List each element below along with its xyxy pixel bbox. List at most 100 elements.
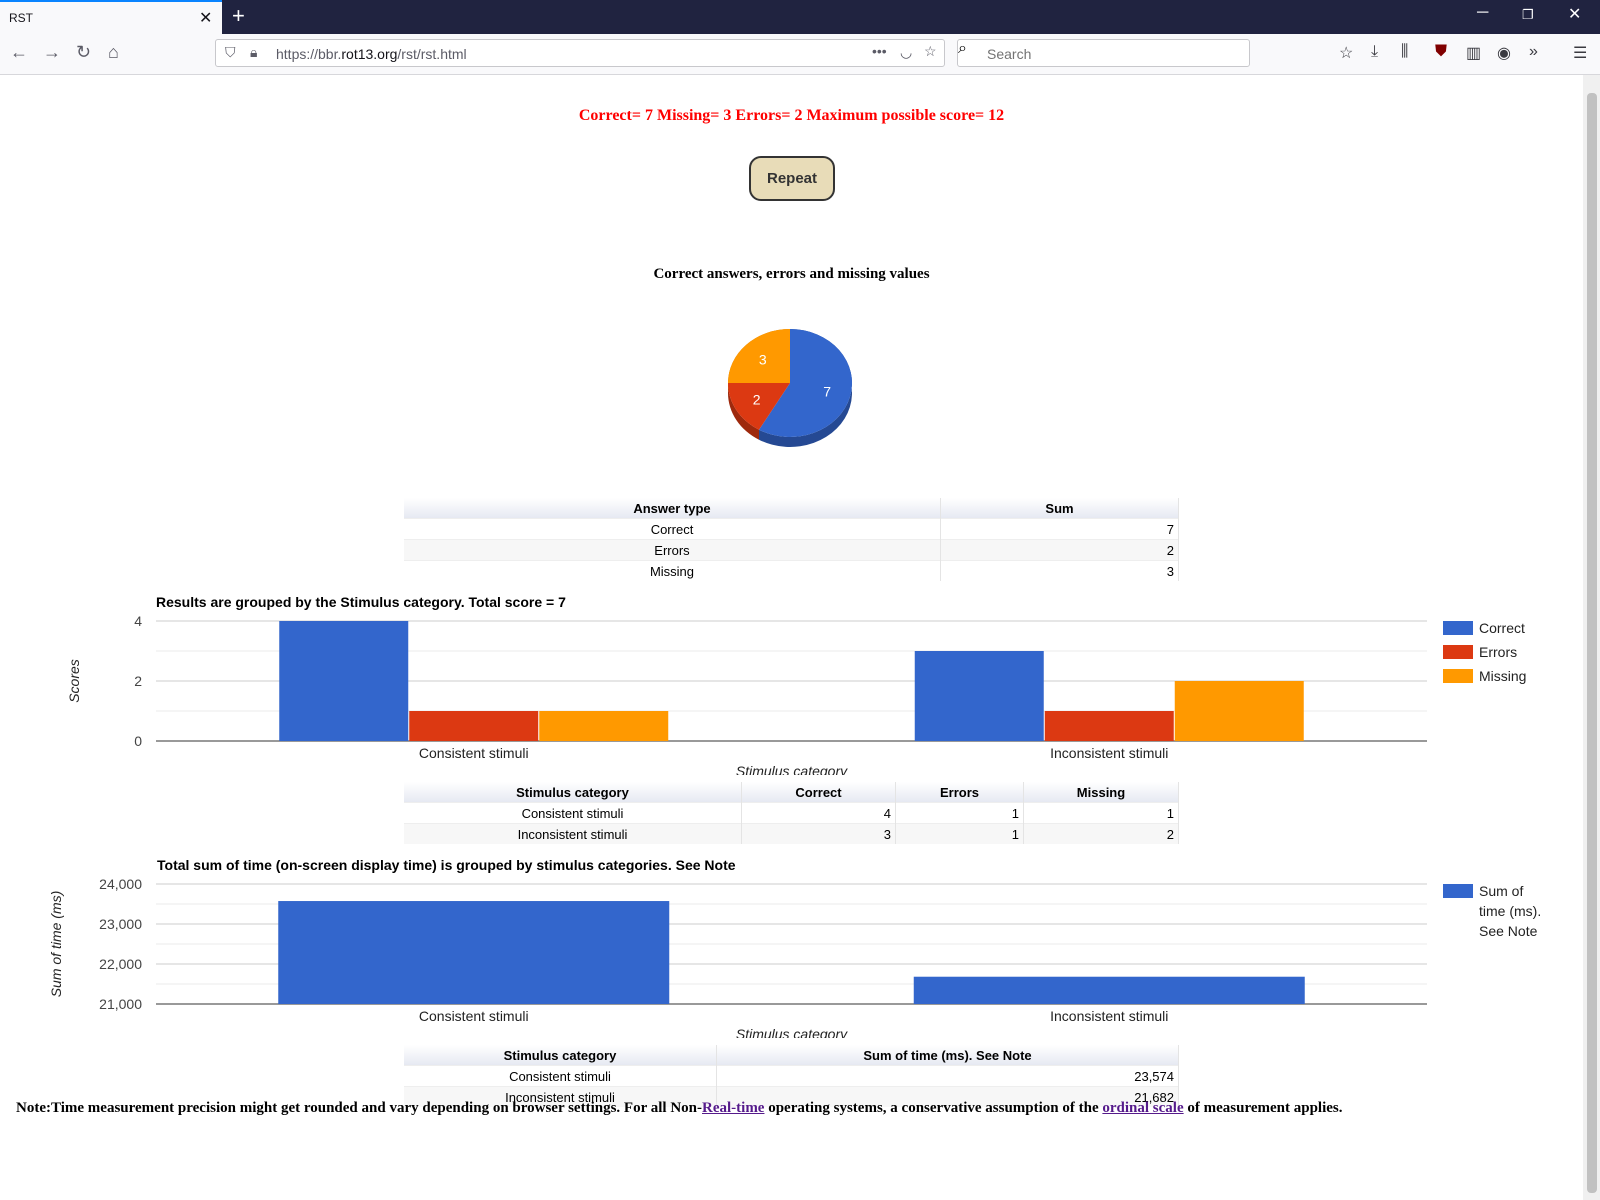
lock-icon[interactable]: 🔒︎ <box>250 44 258 60</box>
minimize-icon[interactable]: ─ <box>1477 4 1489 21</box>
bar-correct <box>279 621 409 741</box>
tab-close-icon[interactable]: ✕ <box>199 10 213 27</box>
search-input[interactable]: Search <box>987 46 1032 62</box>
tab-bar: RST ✕ + ─ ❐ ✕ <box>0 0 1600 34</box>
real-time-link[interactable]: Real-time <box>702 1100 765 1116</box>
pie-slice-label: 3 <box>759 351 767 367</box>
sum-cell: 7 <box>940 518 1179 540</box>
x-tick-label: Inconsistent stimuli <box>1050 1008 1168 1024</box>
col-header: Answer type <box>404 498 941 519</box>
table-row: Consistent stimuli 23,574 <box>404 1065 1179 1087</box>
note-text: operating systems, a conservative assump… <box>764 1100 1103 1116</box>
answer-type-cell: Missing <box>404 560 941 581</box>
table-row: Errors 2 <box>404 539 1179 561</box>
category-cell: Inconsistent stimuli <box>404 1086 717 1107</box>
back-icon[interactable]: ← <box>10 42 28 62</box>
y-tick-label: 0 <box>134 733 142 749</box>
legend-label: Missing <box>1479 668 1526 684</box>
sum-cell: 3 <box>940 560 1179 581</box>
col-header: Stimulus category <box>404 782 742 803</box>
new-tab-icon[interactable]: + <box>232 3 245 28</box>
answer-type-cell: Correct <box>404 518 941 540</box>
tab-rst[interactable]: RST ✕ <box>0 0 222 34</box>
stimulus-table: Stimulus category Correct Errors Missing… <box>404 782 1179 844</box>
category-cell: Consistent stimuli <box>404 802 742 824</box>
y-tick-label: 2 <box>134 673 142 689</box>
window-close-icon[interactable]: ✕ <box>1568 6 1582 23</box>
legend-swatch <box>1443 884 1473 898</box>
pie-slice-errors <box>728 383 790 430</box>
table-row: Inconsistent stimuli 21,682 <box>404 1086 1179 1107</box>
legend-swatch <box>1443 669 1473 683</box>
shield-icon[interactable]: ⛉ <box>225 44 236 60</box>
note-text: of measurement applies. <box>1183 1100 1343 1116</box>
col-header: Sum of time (ms). See Note <box>716 1045 1179 1066</box>
note-text: Note:Time measurement precision might ge… <box>16 1100 702 1116</box>
time-bar-chart: 21,000 22,000 23,000 24,000 Consistent stimu… <box>48 876 1541 1038</box>
repeat-button[interactable]: Repeat <box>749 156 835 201</box>
ublock-icon[interactable]: ⛊ <box>1435 43 1448 60</box>
page-actions-icon[interactable]: ••• <box>872 43 887 59</box>
bar-correct <box>914 651 1044 741</box>
page-scrollbar[interactable] <box>1583 75 1600 1200</box>
home-icon[interactable]: ⌂ <box>108 42 119 62</box>
y-axis-title: Scores <box>66 659 82 703</box>
bookmark-star-icon[interactable]: ☆ <box>924 43 937 59</box>
restore-icon[interactable]: ❐ <box>1522 7 1534 22</box>
scores-chart-title: Results are grouped by the Stimulus cate… <box>156 594 566 610</box>
overflow-icon[interactable]: » <box>1529 43 1538 60</box>
x-axis-title: Stimulus category <box>736 1026 848 1038</box>
pie-slice-label: 2 <box>753 392 761 408</box>
time-cell: 21,682 <box>716 1086 1179 1107</box>
pocket-icon[interactable]: ◡ <box>900 44 913 60</box>
category-cell: Inconsistent stimuli <box>404 823 742 844</box>
legend-swatch <box>1443 621 1473 635</box>
pie-chart-title: Correct answers, errors and missing valu… <box>653 266 930 282</box>
correct-cell: 4 <box>741 802 896 824</box>
reload-icon[interactable]: ↻ <box>76 42 92 62</box>
table-row: Correct 7 <box>404 518 1179 540</box>
bookmarks-icon[interactable]: ☆ <box>1339 45 1354 62</box>
ordinal-scale-link[interactable]: ordinal scale <box>1102 1100 1184 1116</box>
y-axis-title: Sum of time (ms) <box>48 891 64 998</box>
forward-icon[interactable]: → <box>43 42 61 62</box>
y-tick-label: 23,000 <box>99 916 142 932</box>
pie-chart: 7 2 3 <box>728 329 852 447</box>
y-tick-label: 24,000 <box>99 876 142 892</box>
library-icon[interactable]: ⫼ <box>1401 43 1409 60</box>
legend-label: Correct <box>1479 620 1525 636</box>
col-header: Stimulus category <box>404 1045 717 1066</box>
search-bar[interactable]: ⌕ Search <box>957 39 1250 67</box>
errors-cell: 1 <box>895 802 1024 824</box>
x-tick-label: Consistent stimuli <box>419 745 529 761</box>
time-chart-title: Total sum of time (on-screen display tim… <box>157 857 736 873</box>
download-icon[interactable]: ⤓ <box>1371 43 1379 60</box>
sidebar-icon[interactable]: ▥ <box>1466 45 1482 62</box>
bar-errors <box>409 711 539 741</box>
y-tick-label: 21,000 <box>99 996 142 1012</box>
col-header: Sum <box>940 498 1179 519</box>
table-row: Consistent stimuli 4 1 1 <box>404 802 1179 824</box>
search-icon: ⌕ <box>958 40 967 57</box>
pie-slice-missing <box>728 329 790 383</box>
url-text[interactable]: https://bbr.rot13.org/rst/rst.html <box>276 46 467 62</box>
account-icon[interactable]: ◉ <box>1497 45 1511 62</box>
time-cell: 23,574 <box>716 1065 1179 1087</box>
bar-missing <box>1174 681 1304 741</box>
menu-icon[interactable]: ☰ <box>1573 45 1588 62</box>
correct-cell: 3 <box>741 823 896 844</box>
col-header: Missing <box>1023 782 1179 803</box>
tab-title: RST <box>9 11 33 25</box>
category-cell: Consistent stimuli <box>404 1065 717 1087</box>
sum-cell: 2 <box>940 539 1179 561</box>
legend-label: Sum of <box>1479 883 1523 899</box>
scrollbar-thumb[interactable] <box>1587 93 1597 1193</box>
bar-sum <box>278 901 670 1004</box>
col-header: Errors <box>895 782 1024 803</box>
url-bar[interactable]: ⛉ 🔒︎ https://bbr.rot13.org/rst/rst.html … <box>215 39 945 67</box>
score-summary: Correct= 7 Missing= 3 Errors= 2 Maximum … <box>578 107 1005 124</box>
table-row: Inconsistent stimuli 3 1 2 <box>404 823 1179 844</box>
legend-label: time (ms). <box>1479 903 1541 919</box>
answers-table: Answer type Sum Correct 7 Errors 2 Missi… <box>404 498 1179 581</box>
legend-label: Errors <box>1479 644 1517 660</box>
